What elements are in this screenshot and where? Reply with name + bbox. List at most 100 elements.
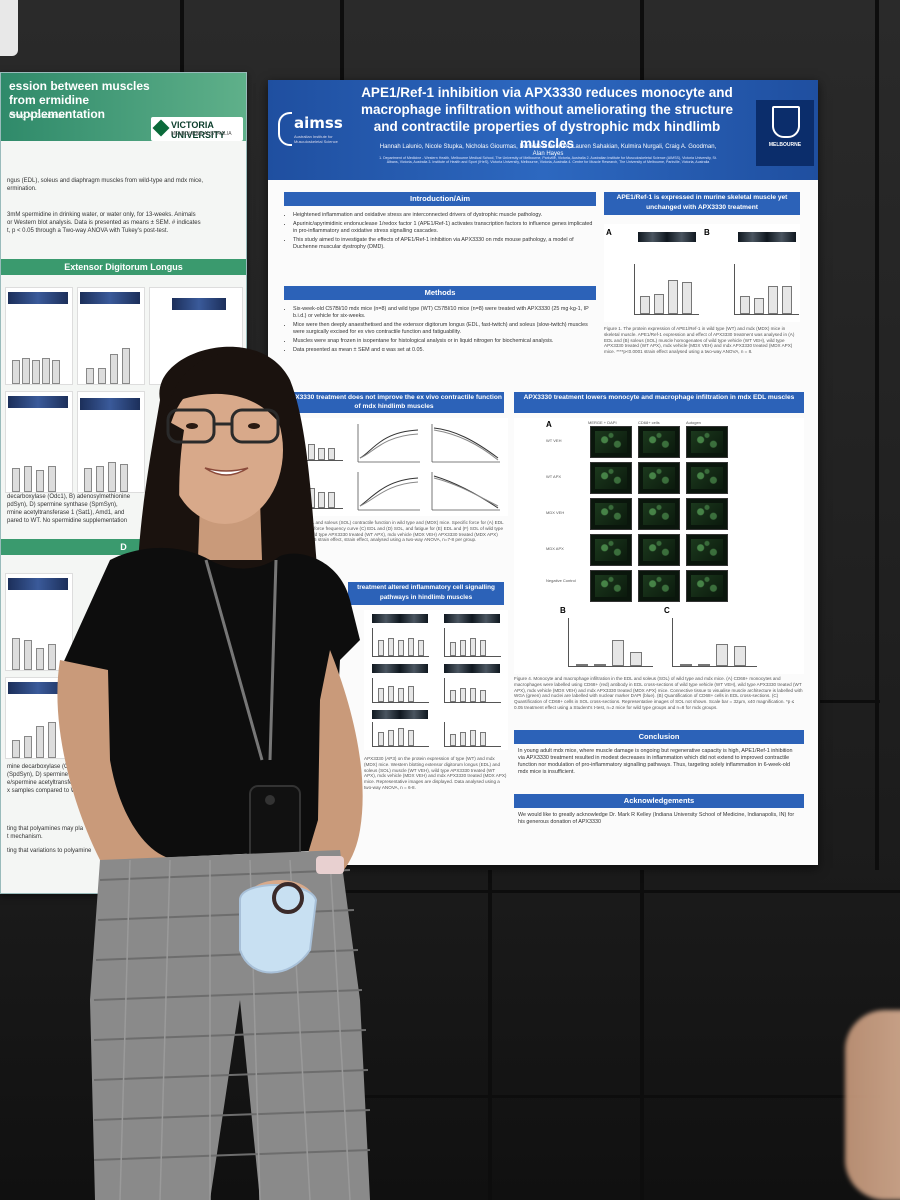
wall-seam (360, 1095, 880, 1098)
victoria-university-logo: VICTORIA UNIVERSITY MELBOURNE AUSTRALIA (151, 117, 243, 141)
black-top (60, 547, 360, 860)
wall-tag (0, 0, 18, 56)
partial-hand (845, 1010, 900, 1200)
left-chart-e (77, 391, 145, 493)
acknowledgements-heading: Acknowledgements (514, 794, 804, 808)
panel-b-label: B (560, 606, 566, 615)
left-chart-b (77, 287, 145, 385)
aimss-logo-subtext: Australian Institute for Musculoskeletal… (294, 134, 338, 144)
left-poster-caption-2: mine decarboxylase (ODC1 (SpdSyn), D) sp… (7, 764, 102, 794)
figure-3-caption: APX3330 (AP3) on the protein expression … (364, 756, 507, 790)
methods-point: Data presented as mean ± SEM and α was s… (293, 347, 596, 354)
poster-authors: Hannah Lalunio, Nicole Stupka, Nicholas … (379, 144, 717, 157)
arm (57, 660, 190, 891)
lanyard (204, 559, 278, 761)
micrograph (686, 498, 728, 530)
micro-row-label: WT APX (546, 474, 562, 479)
bracelet (272, 882, 304, 914)
melbourne-logo-text: MELBOURNE (768, 142, 802, 148)
panel-b-label: B (704, 228, 710, 237)
acknowledgements-text: We would like to greatly acknowledge Dr.… (518, 812, 795, 825)
left-poster-title: ession between muscles from ermidine sup… (9, 79, 150, 121)
micrograph (590, 570, 632, 602)
vu-logo-text: VICTORIA UNIVERSITY (171, 120, 226, 140)
micrograph (590, 534, 632, 566)
wall-seam (875, 0, 879, 1200)
infiltration-heading: APX3330 treatment lowers monocyte and ma… (514, 392, 804, 413)
figure-2-caption: Figure 2. EDL and soleus (SOL) contracti… (286, 520, 504, 543)
left-poster-edl-heading: Extensor Digitorum Longus (1, 259, 246, 275)
micrograph (638, 534, 680, 566)
micro-col-label: Autogen (686, 420, 701, 425)
glasses-icon (166, 408, 216, 444)
left-poster-conclusion: ting that polyamines may pla t mechanism… (7, 826, 92, 854)
poster-header: aimss Australian Institute for Musculosk… (268, 80, 818, 180)
micrograph (638, 426, 680, 458)
micrograph (686, 426, 728, 458)
signalling-heading: treatment altered inflammatory cell sign… (348, 582, 504, 605)
wall-seam (488, 870, 492, 1200)
methods-point: Six-week-old C57Bl/10 mdx mice (n=8) and… (293, 306, 596, 320)
smile (204, 467, 249, 476)
intro-point: Heightened inflammation and oxidative st… (293, 212, 596, 219)
methods-point: Muscles were snap frozen in isopentane f… (293, 338, 596, 345)
micro-col-label: MERGE + DAPI (588, 420, 617, 425)
aimss-logo-text: aimss (294, 114, 343, 132)
left-poster-author: Craig A. Goodman (9, 113, 67, 120)
micrograph (686, 534, 728, 566)
melbourne-logo: MELBOURNE (756, 100, 814, 166)
watch (316, 856, 344, 874)
intro-text: Heightened inflammation and oxidative st… (284, 212, 596, 253)
plaid-pants (90, 850, 370, 1200)
contractile-heading: APX3330 treatment does not improve the e… (284, 392, 504, 413)
micrograph (686, 570, 728, 602)
figure-4-caption: Figure 4. Monocyte and macrophage infilt… (514, 676, 803, 710)
contractile-curves (357, 424, 500, 511)
conclusion-heading: Conclusion (514, 730, 804, 744)
face (167, 376, 283, 524)
micro-col-label: CD68+ cells (638, 420, 660, 425)
micro-row-label: MDX VEH (546, 510, 565, 515)
left-poster-intro: ngus (EDL), soleus and diaphragm muscles… (7, 178, 204, 192)
panel-a-label: A (546, 420, 552, 429)
signalling-figure (364, 610, 508, 750)
micrograph (686, 462, 728, 494)
left-poster-header: ession between muscles from ermidine sup… (1, 73, 246, 141)
micrograph (590, 498, 632, 530)
methods-heading: Methods (284, 286, 596, 300)
poster-affiliations: 1. Department of Medicine - Western Heal… (379, 156, 717, 165)
micrograph (590, 462, 632, 494)
wall-seam (0, 890, 900, 893)
wall-seam (640, 870, 644, 1200)
micro-row-label: MDX APX (546, 546, 564, 551)
intro-heading: Introduction/Aim (284, 192, 596, 206)
infiltration-figure: A MERGE + DAPI CD68+ cells Autogen WT VE… (514, 418, 804, 674)
left-chart-d (5, 391, 73, 493)
poster-title: APE1/Ref-1 inhibition via APX3330 reduce… (360, 85, 734, 151)
panel-c-label: C (664, 606, 670, 615)
intro-point: This study aimed to investigate the effe… (293, 237, 596, 251)
methods-point: Mice were then deeply anaesthetised and … (293, 322, 596, 336)
left-poster-methods: 3mM spermidine in drinking water, or wat… (7, 212, 201, 234)
main-poster: aimss Australian Institute for Musculosk… (268, 80, 818, 865)
micro-row-label: WT VEH (546, 438, 562, 443)
aimss-logo-icon (278, 112, 292, 146)
figure-1-caption: Figure 1. The protein expression of APE1… (604, 326, 795, 355)
wall-seam (640, 0, 644, 80)
wall-seam (340, 0, 344, 80)
hair-front (165, 352, 293, 440)
micrograph (590, 426, 632, 458)
left-poster-caption: decarboxylase (Odc1), B) adenosylmethion… (7, 494, 131, 524)
methods-text: Six-week-old C57Bl/10 mdx mice (n=8) and… (284, 306, 596, 356)
aimss-logo: aimss Australian Institute for Musculosk… (276, 108, 343, 152)
micrograph (638, 570, 680, 602)
intro-point: Apurinic/apyrimidinic endonuclease 1/red… (293, 221, 596, 235)
contractile-figure (286, 418, 508, 516)
melbourne-shield-icon (772, 106, 800, 138)
wall-seam (820, 700, 880, 703)
left-chart-f (5, 573, 73, 671)
micrograph (638, 462, 680, 494)
left-chart-a (5, 287, 73, 385)
